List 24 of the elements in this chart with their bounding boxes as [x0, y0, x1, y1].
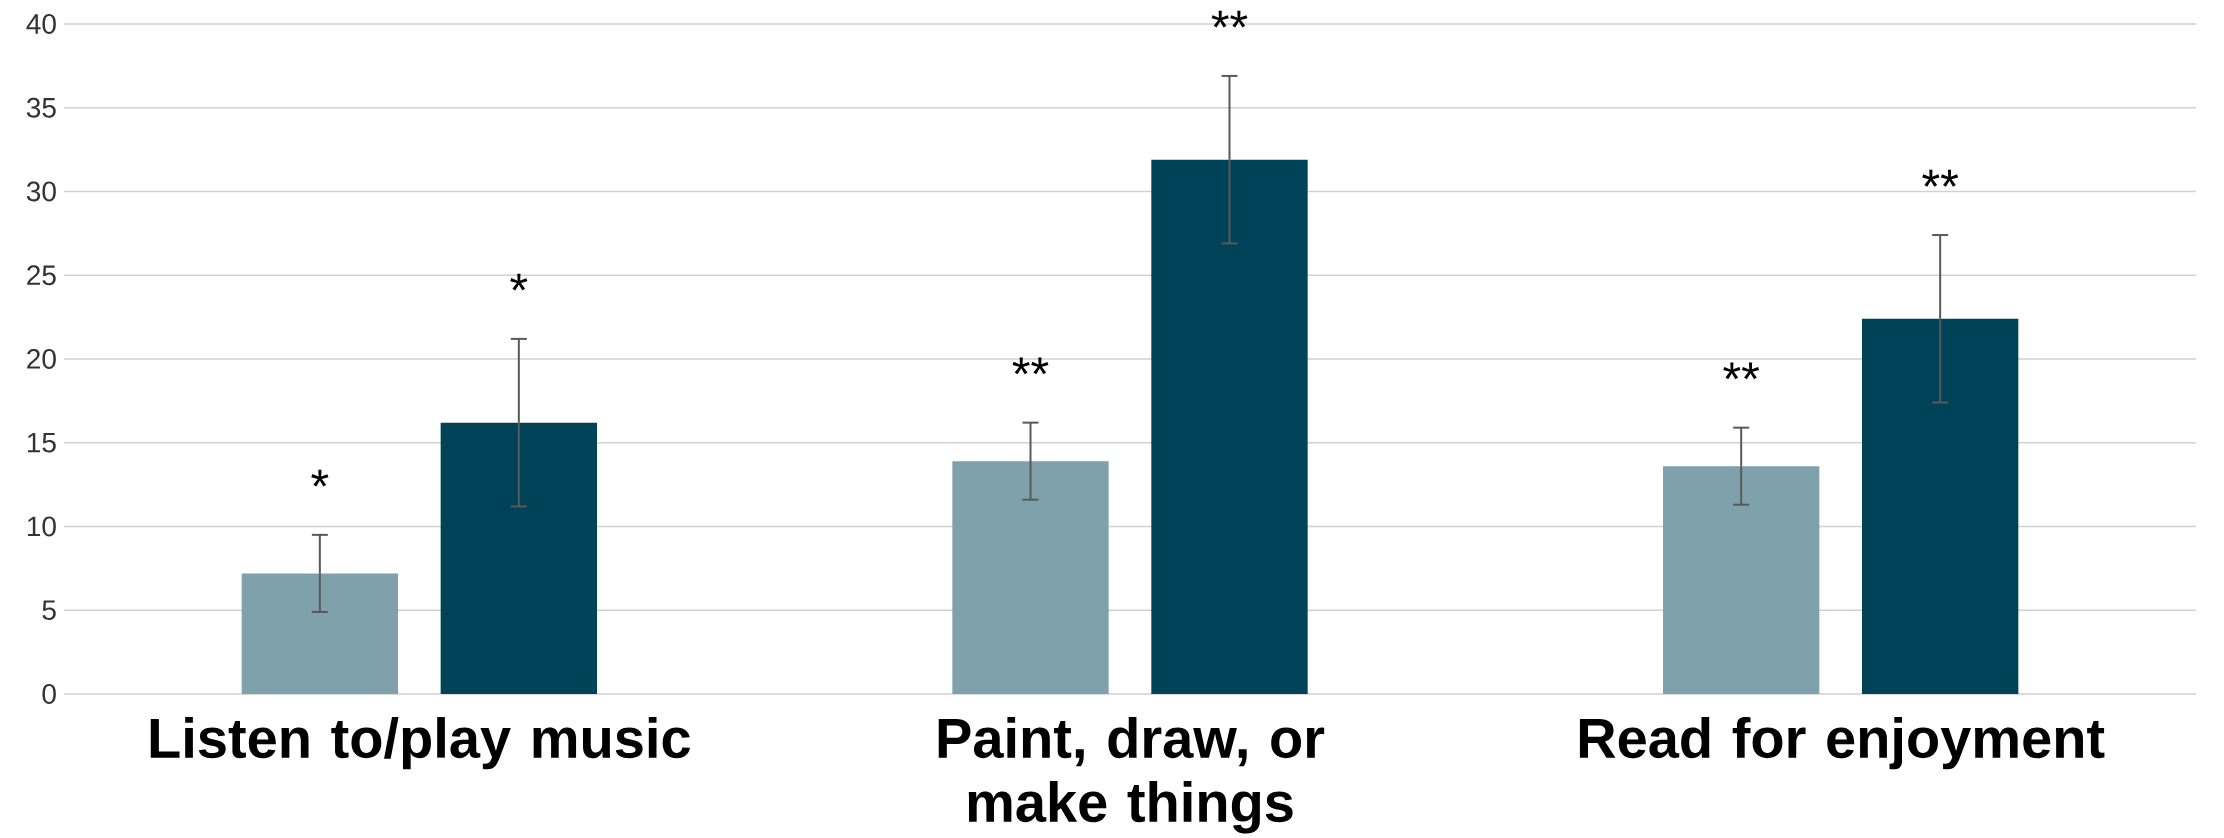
x-tick-label: Listen to/play music — [150, 717, 690, 770]
annotation: ** — [1012, 357, 1049, 375]
x-tick-label: Read for enjoyment — [1579, 717, 2105, 770]
annotation: ** — [1723, 362, 1760, 380]
y-tick-label: 10 — [27, 516, 56, 537]
y-tick-label: 40 — [26, 14, 56, 34]
y-tick-label: 35 — [26, 97, 56, 118]
annotation: * — [311, 469, 329, 487]
y-tick-label: 20 — [27, 349, 56, 369]
y-tick-label: 25 — [27, 265, 56, 286]
y-tick-label: 30 — [26, 181, 56, 202]
bar — [952, 461, 1109, 694]
bar — [1861, 318, 2019, 694]
annotation: ** — [1211, 10, 1248, 28]
y-tick-label: 15 — [27, 432, 56, 453]
annotation: ** — [1922, 169, 1959, 187]
y-tick-label: 0 — [42, 684, 56, 704]
y-tick-label: 5 — [42, 600, 56, 621]
bar — [1151, 159, 1308, 694]
annotation: * — [510, 273, 528, 291]
bar — [440, 422, 597, 694]
bar — [1663, 466, 1820, 694]
x-tick-label: Paint, draw, or make things — [938, 717, 1325, 834]
bar — [241, 573, 399, 694]
